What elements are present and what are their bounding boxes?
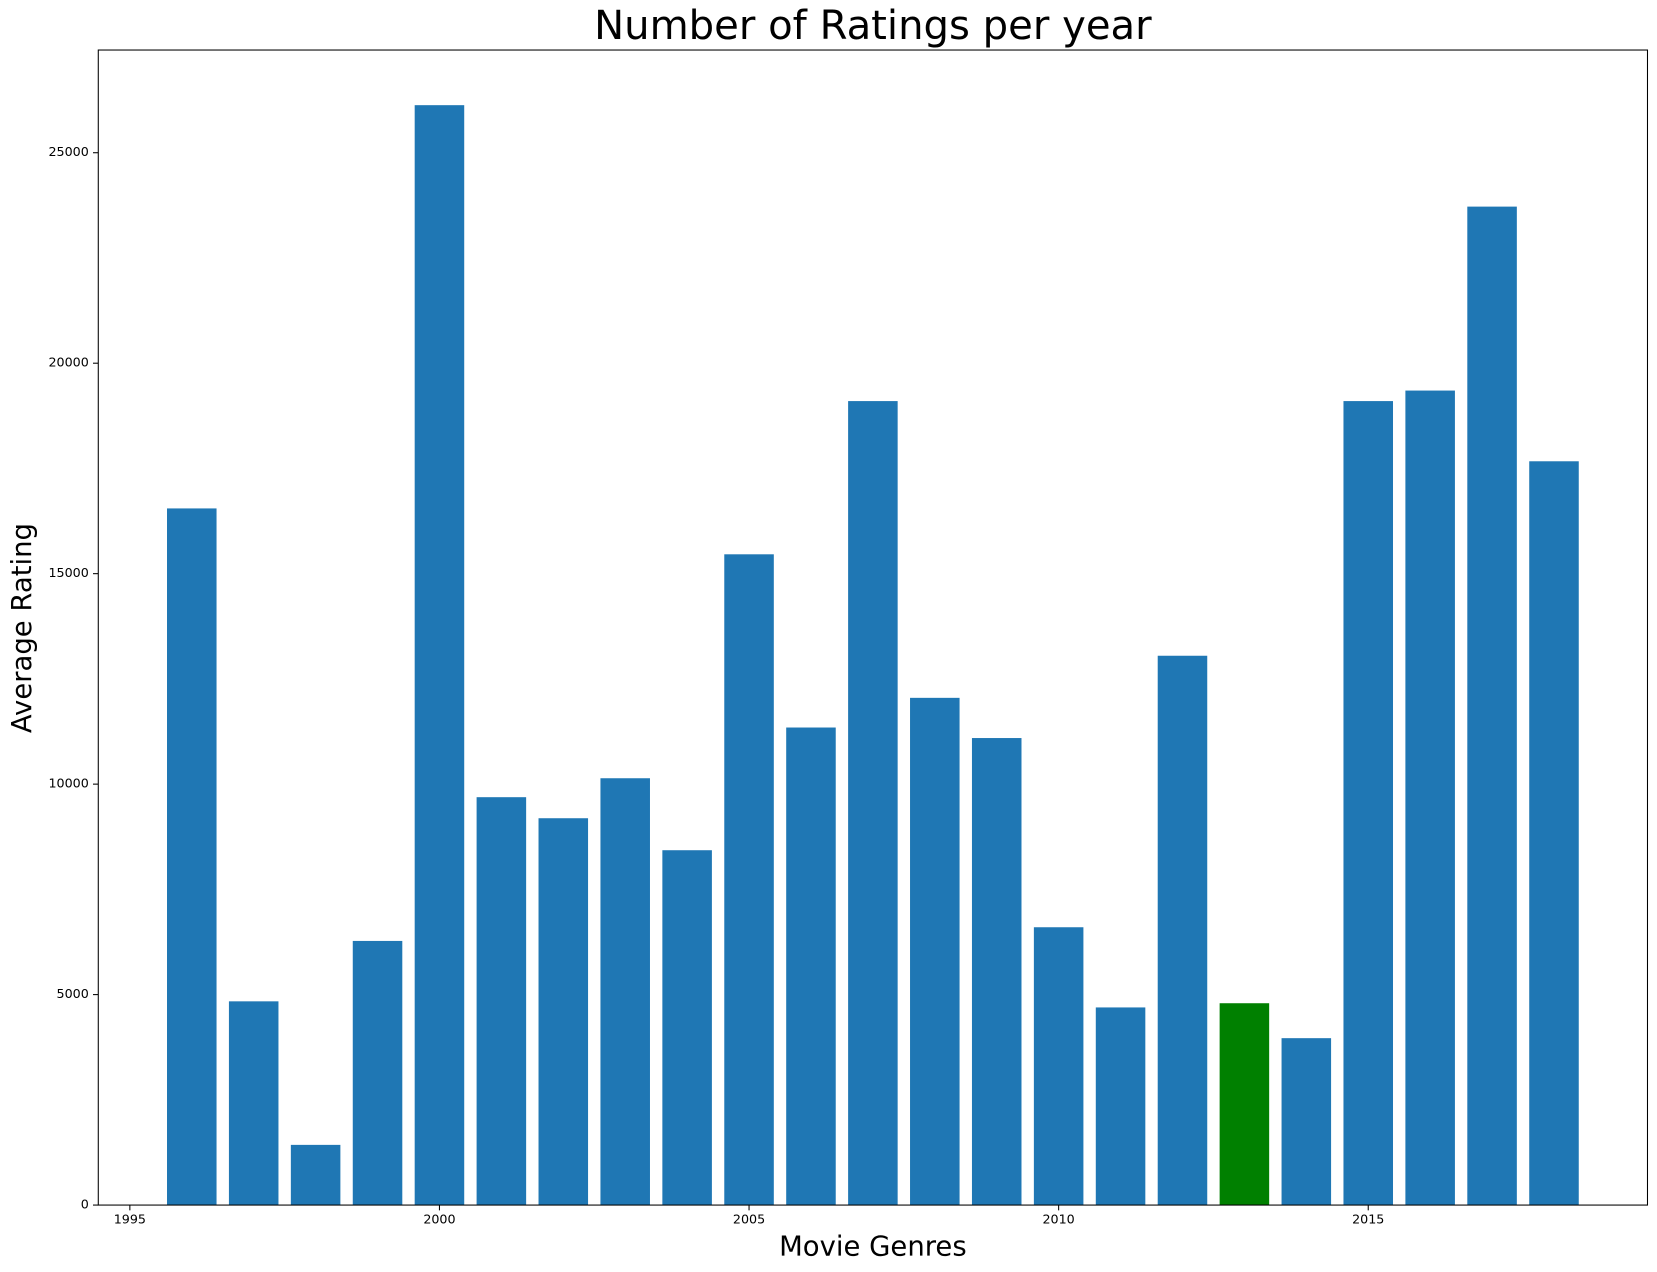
bar xyxy=(1033,927,1084,1206)
x-tick-label: 2015 xyxy=(1352,1211,1384,1226)
bar xyxy=(600,778,650,1206)
bar xyxy=(971,738,1022,1206)
bar xyxy=(352,940,403,1206)
bar xyxy=(1343,401,1394,1206)
x-axis-label: Movie Genres xyxy=(779,1231,967,1262)
bar xyxy=(1405,390,1455,1206)
bar xyxy=(1219,1003,1270,1206)
bar xyxy=(910,697,960,1206)
plot-frame xyxy=(97,49,1649,1206)
y-tick-label: 20000 xyxy=(48,355,88,370)
x-tick-label: 2005 xyxy=(733,1211,765,1226)
bar xyxy=(662,850,712,1206)
x-tick-label: 2010 xyxy=(1043,1211,1075,1226)
y-tick-label: 15000 xyxy=(48,565,88,580)
y-tick-label: 5000 xyxy=(57,986,89,1001)
bar xyxy=(290,1144,341,1206)
y-tick-label: 10000 xyxy=(48,776,88,791)
y-tick-label: 0 xyxy=(81,1197,89,1212)
bar xyxy=(786,727,836,1206)
bar xyxy=(228,1001,279,1206)
bar xyxy=(1467,206,1517,1206)
y-axis-label: Average Rating xyxy=(7,523,38,733)
bar xyxy=(724,554,774,1206)
bar xyxy=(538,818,589,1206)
bar xyxy=(414,105,465,1206)
x-tick-label: 1995 xyxy=(114,1211,146,1226)
bar xyxy=(1095,1007,1146,1206)
bar xyxy=(1529,461,1579,1206)
bar xyxy=(1157,655,1208,1206)
chart-title: Number of Ratings per year xyxy=(594,3,1152,49)
bar xyxy=(167,508,217,1206)
x-tick-label: 2000 xyxy=(423,1211,455,1226)
bar xyxy=(848,401,898,1206)
y-tick-label: 25000 xyxy=(48,144,88,159)
bar xyxy=(476,797,527,1206)
bar xyxy=(1281,1038,1332,1206)
